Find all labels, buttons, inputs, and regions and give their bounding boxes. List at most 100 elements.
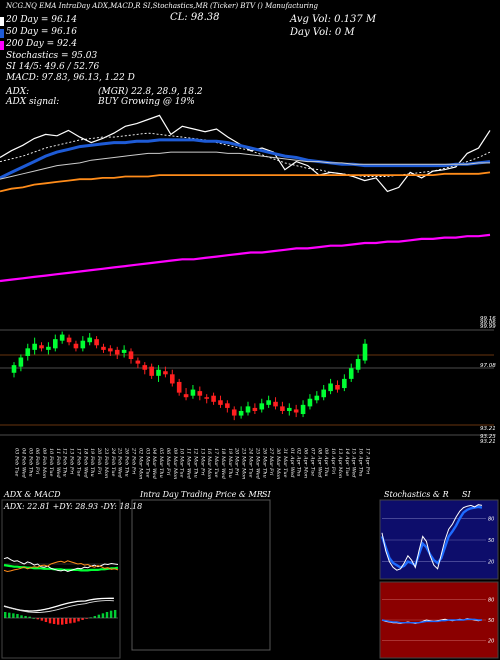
date-label: 16 Apr Thu (358, 448, 364, 477)
candle-body (156, 369, 161, 376)
top-strip: NCG.NQ EMA IntraDay ADX,MACD,R SI,Stocha… (6, 2, 319, 10)
candle-body (300, 404, 306, 415)
candle-body (46, 346, 51, 350)
buy-signal-label: BUY Growing @ 19% (98, 97, 195, 107)
ma-line-200-day (0, 233, 491, 283)
stochastics-label: Stochastics = 95.03 (6, 51, 98, 61)
close-price: CL: 98.38 (170, 12, 220, 23)
candle-body (135, 360, 141, 364)
macd-bar (69, 618, 72, 624)
date-label: 10 Feb Tue (48, 448, 54, 476)
date-label: 11 Feb Wed (55, 448, 61, 478)
macd-bar (93, 616, 97, 618)
date-label: 12 Mar Thu (192, 448, 198, 478)
candle-body (128, 351, 134, 360)
date-label: 10 Mar Tue (179, 448, 185, 478)
candle-body (80, 340, 86, 349)
date-label: 04 Mar Wed (151, 448, 157, 479)
date-label: 20 Mar Fri (234, 447, 240, 476)
ma20-label: 20 Day = 96.14 (6, 15, 78, 25)
macd-bar (4, 612, 7, 618)
candle-body (266, 400, 271, 405)
adx-line-di (3, 560, 119, 573)
candle-body (259, 403, 265, 410)
macd-signal-line (3, 600, 114, 613)
candle-body (73, 343, 79, 349)
candle-body (273, 401, 278, 407)
si-tick-label: 50 (488, 618, 494, 624)
macd-bar (36, 618, 40, 620)
si-tick-label: 20 (488, 638, 494, 644)
macd-bar (109, 610, 113, 618)
candle-body (231, 409, 237, 416)
macd-bar (32, 618, 35, 619)
candle-body (59, 334, 65, 341)
candle-body (211, 395, 216, 402)
si-mid-title: SI (262, 490, 271, 499)
macd-bar (61, 618, 64, 625)
candle-body (101, 346, 106, 350)
macd-bar (40, 618, 44, 621)
candle-body (362, 343, 368, 361)
macd-bar (73, 618, 76, 623)
candle-body (183, 394, 189, 398)
date-label: 09 Mar Mon (172, 448, 178, 479)
ma-line-50-day (0, 138, 491, 180)
day-volume: Day Vol: 0 M (290, 27, 355, 38)
ma50-swatch (0, 29, 4, 38)
stoch-line-r (381, 504, 483, 571)
candle-body (11, 365, 17, 373)
candle-body (252, 407, 258, 411)
adx-panel-lines (3, 557, 119, 573)
macd-bar (24, 616, 27, 618)
candle-body (87, 337, 93, 343)
candle-body (121, 349, 127, 353)
ma200-label: 200 Day = 92.4 (6, 39, 78, 49)
date-label: 08 Apr Wed (316, 448, 322, 478)
date-label: 09 Apr Thu (323, 448, 329, 477)
adx-signal-label: ADX signal: (6, 97, 60, 107)
candle-body (149, 366, 154, 376)
date-label: 23 Mar Mon (241, 447, 247, 479)
date-label: 03 Mar Tue (144, 448, 150, 478)
adx-panel-frame (1, 499, 121, 659)
stoch-panel-title: Stochastics & R (384, 490, 449, 499)
avg-volume: Avg Vol: 0.137 M (290, 14, 377, 25)
ma-line-20-day (0, 132, 491, 177)
date-label: 27 Feb Fri (131, 447, 137, 475)
macd-panel (3, 597, 118, 625)
macd-label: MACD: 97.83, 96.13, 1.22 D (6, 73, 135, 83)
candle-body (280, 406, 285, 411)
candle-body (25, 348, 31, 356)
candle-grid (0, 329, 494, 436)
macd-line (3, 597, 114, 612)
candle-body (342, 378, 347, 389)
date-label: 03 Feb Tue (14, 448, 20, 476)
adx-panel-label: ADX: 22.81 +DY: 28.93 -DY: 18.18 (4, 502, 143, 511)
candle-body (225, 403, 230, 408)
date-label: 24 Mar Tue (248, 447, 254, 478)
macd-bar (56, 618, 60, 625)
candle-series (11, 331, 368, 421)
candle-body (39, 345, 44, 349)
si-panel-lines: 20 50 80 (381, 598, 494, 644)
candle-body (114, 349, 120, 355)
candle-body (218, 400, 223, 405)
macd-bar (65, 618, 68, 624)
date-label: 11 Mar Wed (186, 448, 192, 479)
date-label: 13 Apr Mon (337, 448, 343, 478)
date-label: 02 Mar Mon (137, 448, 143, 479)
candle-body (163, 371, 168, 375)
candle-body (335, 385, 340, 390)
macd-bar (52, 618, 56, 624)
date-label: 20 Feb Fri (96, 447, 102, 475)
date-label: 02 Apr Thu (296, 448, 302, 477)
stoch-tick-label: 20 (488, 560, 494, 566)
moving-average-lines (0, 114, 491, 283)
intraday-panel-title: Intra Day Trading Price & MR (140, 490, 263, 499)
candle-body (293, 409, 299, 413)
candle-tick-label: 99.99 (480, 324, 496, 330)
date-label: 17 Feb Tue (75, 448, 81, 476)
date-label: 16 Mar Mon (206, 448, 212, 479)
